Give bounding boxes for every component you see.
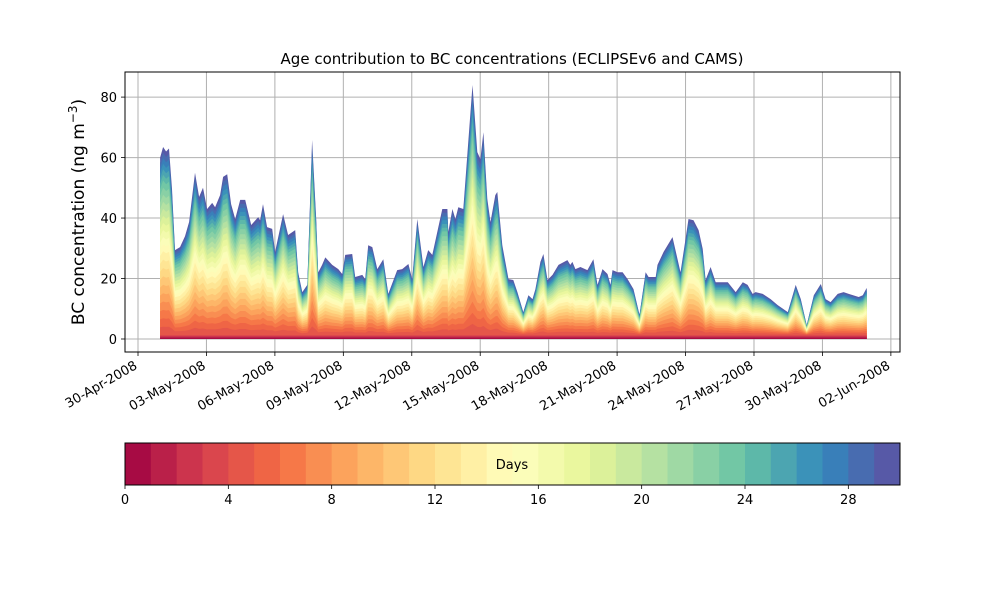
- colorbar-bin: [796, 443, 823, 485]
- chart-title: Age contribution to BC concentrations (E…: [281, 50, 744, 68]
- colorbar-bin: [745, 443, 772, 485]
- y-tick-label: 20: [100, 273, 117, 288]
- colorbar-bin: [874, 443, 901, 485]
- colorbar-bin: [176, 443, 203, 485]
- y-tick-label: 0: [109, 333, 117, 348]
- stacked-areas: [160, 85, 867, 339]
- colorbar-bin: [150, 443, 178, 485]
- colorbar-tick-label: 20: [633, 493, 650, 508]
- colorbar-bin: [280, 443, 307, 485]
- colorbar-frame: [124, 442, 901, 486]
- x-tick-label: 09-May-2008: [264, 358, 346, 414]
- colorbar-bin: [202, 443, 229, 485]
- colorbar-bin: [538, 443, 565, 485]
- colorbar-bin: [615, 443, 643, 485]
- colorbar-bin: [409, 443, 436, 485]
- x-tick-label: 30-May-2008: [743, 358, 825, 414]
- colorbar-bin: [125, 443, 152, 485]
- x-tick-label: 15-May-2008: [401, 358, 483, 414]
- colorbar-bin: [228, 443, 255, 485]
- colorbar-bin: [305, 443, 333, 485]
- colorbar-bin: [770, 443, 798, 485]
- colorbar-bin: [641, 443, 668, 485]
- colorbar-tick-label: 0: [121, 493, 129, 508]
- colorbar-bin: [693, 443, 720, 485]
- x-tick-label: 03-May-2008: [127, 358, 209, 414]
- colorbar-tick-label: 28: [840, 493, 857, 508]
- colorbar-bin: [383, 443, 410, 485]
- colorbar-tick-label: 16: [530, 493, 547, 508]
- x-tick-label: 18-May-2008: [469, 358, 551, 414]
- colorbar-tick-label: 4: [224, 493, 232, 508]
- x-tick-label: 21-May-2008: [537, 358, 619, 414]
- colorbar-tick-label: 24: [737, 493, 754, 508]
- y-tick-label: 40: [100, 212, 117, 227]
- colorbar-bin: [667, 443, 694, 485]
- colorbar: [125, 443, 901, 485]
- x-tick-label: 27-May-2008: [674, 358, 756, 414]
- colorbar-label: Days: [496, 458, 529, 473]
- x-tick-label: 12-May-2008: [332, 358, 414, 414]
- y-tick-label: 60: [100, 152, 117, 167]
- y-axis: 0 20 40 60 80: [100, 91, 125, 348]
- x-tick-label: 02-Jun-2008: [816, 358, 893, 411]
- y-tick-label: 80: [100, 91, 117, 106]
- colorbar-tick-label: 12: [427, 493, 444, 508]
- colorbar-bin: [460, 443, 488, 485]
- colorbar-bin: [822, 443, 849, 485]
- colorbar-bin: [486, 443, 513, 485]
- age-layer-0: [160, 338, 867, 339]
- colorbar-bin: [719, 443, 746, 485]
- colorbar-bin: [357, 443, 384, 485]
- x-tick-label: 06-May-2008: [195, 358, 277, 414]
- y-axis-label: BC concentration (ng m−3): [66, 99, 89, 325]
- colorbar-bin: [564, 443, 591, 485]
- plot-frame: [124, 71, 901, 353]
- x-axis: 30-Apr-200803-May-200806-May-200809-May-…: [63, 352, 893, 414]
- colorbar-bin: [331, 443, 358, 485]
- colorbar-bin: [435, 443, 462, 485]
- colorbar-bin: [254, 443, 281, 485]
- colorbar-ticks: 0 4 8 12 16 20 24 28: [121, 485, 857, 508]
- colorbar-bin: [848, 443, 875, 485]
- colorbar-bin: [590, 443, 617, 485]
- x-tick-label: 24-May-2008: [606, 358, 688, 414]
- colorbar-tick-label: 8: [328, 493, 336, 508]
- colorbar-bin: [512, 443, 539, 485]
